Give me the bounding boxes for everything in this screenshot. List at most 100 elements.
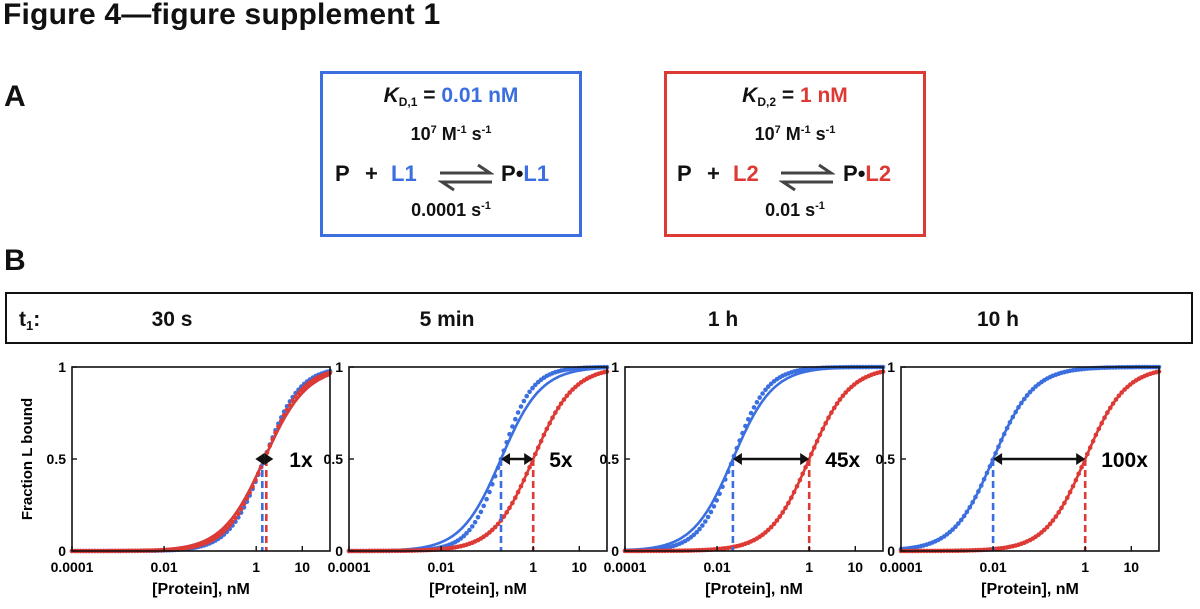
time-point-1: 30 s <box>151 308 193 331</box>
kd1-label: KD,1 = 0.01 nM <box>383 84 519 109</box>
scheme-2-box: KD,2 = 1 nM 107 M-1 s-1 P + L2 P•L2 0.01… <box>664 71 926 237</box>
fold-arrow-left-head <box>993 453 1003 465</box>
data-point-blue <box>467 527 472 533</box>
x-axis-label: [Protein], nM <box>981 581 1079 598</box>
data-point-blue <box>487 489 492 495</box>
fold-arrow-left-head <box>732 453 742 465</box>
data-point-blue <box>484 496 489 502</box>
y-tick-label: 1 <box>887 359 895 375</box>
data-point-blue <box>461 533 467 539</box>
data-point-blue <box>530 385 535 391</box>
fold-arrow-left-head <box>255 453 265 465</box>
data-point-blue <box>521 398 527 404</box>
x-tick-label: 1 <box>252 559 260 575</box>
plus-sign: + <box>365 161 378 186</box>
data-point-blue <box>510 424 515 429</box>
x-axis-label: [Protein], nM <box>429 581 527 598</box>
data-point-blue <box>472 519 478 525</box>
plus-sign: + <box>707 161 720 186</box>
y-tick-label: 0.5 <box>876 451 896 467</box>
data-point-blue <box>711 504 717 509</box>
data-point-blue <box>754 400 760 405</box>
x-tick-label: 0.01 <box>427 559 454 575</box>
fold-change-label: 45x <box>825 449 860 472</box>
panel-b-label: B <box>4 244 26 277</box>
kd2-label: KD,2 = 1 nM <box>742 84 848 109</box>
y-tick-label: 0.5 <box>324 451 344 467</box>
fold-arrow-right-head <box>264 453 274 465</box>
koff1-label: 0.0001 s-1 <box>411 200 491 220</box>
data-point-blue <box>691 532 697 538</box>
data-point-blue <box>694 529 699 535</box>
ligand-l2: L2 <box>733 161 759 186</box>
data-point-blue <box>527 389 532 395</box>
data-point-blue <box>703 519 708 524</box>
equilibrium-arrows-icon <box>779 163 835 192</box>
scheme-1-box: KD,1 = 0.01 nM 107 M-1 s-1 P + L1 P•L1 0… <box>320 71 582 237</box>
panel-a-label: A <box>4 80 26 113</box>
koff2-label: 0.01 s-1 <box>765 200 825 220</box>
data-point-blue <box>705 514 711 520</box>
ligand-l1: L1 <box>391 161 417 186</box>
reactant-p: P <box>335 161 350 186</box>
kon2-label: 107 M-1 s-1 <box>754 124 836 144</box>
data-point-blue <box>748 410 754 416</box>
data-point-blue <box>464 531 469 536</box>
data-point-blue <box>757 395 762 400</box>
x-tick-label: 0.0001 <box>604 559 647 575</box>
x-tick-label: 0.0001 <box>328 559 371 575</box>
y-tick-label: 0.5 <box>600 451 620 467</box>
data-point-blue <box>478 509 484 515</box>
product-p: P•L2 <box>843 161 892 186</box>
time-point-3: 1 h <box>707 308 739 331</box>
y-tick-label: 1 <box>611 359 619 375</box>
data-point-blue <box>533 382 538 388</box>
y-tick-label: 0.5 <box>47 451 67 467</box>
y-tick-label: 0 <box>887 543 895 559</box>
y-tick-label: 1 <box>335 359 343 375</box>
fold-change-label: 100x <box>1101 449 1148 472</box>
x-tick-label: 0.0001 <box>51 559 94 575</box>
data-point-blue <box>708 509 714 515</box>
data-point-blue <box>763 387 768 393</box>
x-axis-label: [Protein], nM <box>152 581 250 598</box>
fold-arrow-right-head <box>800 453 810 465</box>
fold-change-label: 1x <box>289 449 313 472</box>
data-point-blue <box>766 384 771 389</box>
data-point-blue <box>697 526 702 532</box>
kon1-label: 107 M-1 s-1 <box>410 124 492 144</box>
x-tick-label: 10 <box>572 559 588 575</box>
data-point-blue <box>751 405 757 410</box>
equilibrium-arrows-icon <box>438 163 494 192</box>
fold-change-label: 5x <box>549 449 573 472</box>
x-tick-label: 1 <box>805 559 813 575</box>
data-point-blue <box>513 416 518 422</box>
x-tick-label: 0.01 <box>150 559 177 575</box>
x-tick-label: 10 <box>295 559 311 575</box>
y-tick-label: 0 <box>335 543 343 559</box>
figure-title: Figure 4—figure supplement 1 <box>3 0 441 31</box>
x-axis-label: [Protein], nM <box>705 581 803 598</box>
x-tick-label: 1 <box>1081 559 1089 575</box>
data-point-blue <box>700 523 705 528</box>
fold-arrow-right-head <box>1076 453 1086 465</box>
series-line-blue <box>624 365 883 552</box>
data-point-blue <box>481 503 487 509</box>
x-tick-label: 0.0001 <box>880 559 923 575</box>
x-tick-label: 1 <box>529 559 537 575</box>
product-p: P•L1 <box>501 161 550 186</box>
data-point-blue <box>470 524 475 529</box>
data-point-blue <box>475 515 481 520</box>
data-point-blue <box>515 410 521 415</box>
x-tick-label: 10 <box>848 559 864 575</box>
time-point-2: 5 min <box>419 308 475 331</box>
x-tick-label: 0.01 <box>703 559 730 575</box>
y-axis-label: Fraction L bound <box>19 398 36 520</box>
fold-arrow-left-head <box>501 453 510 465</box>
x-tick-label: 10 <box>1124 559 1140 575</box>
y-tick-label: 1 <box>58 359 66 375</box>
fold-arrow-right-head <box>524 453 534 465</box>
time-point-4: 10 h <box>976 308 1020 331</box>
y-tick-label: 0 <box>58 543 66 559</box>
